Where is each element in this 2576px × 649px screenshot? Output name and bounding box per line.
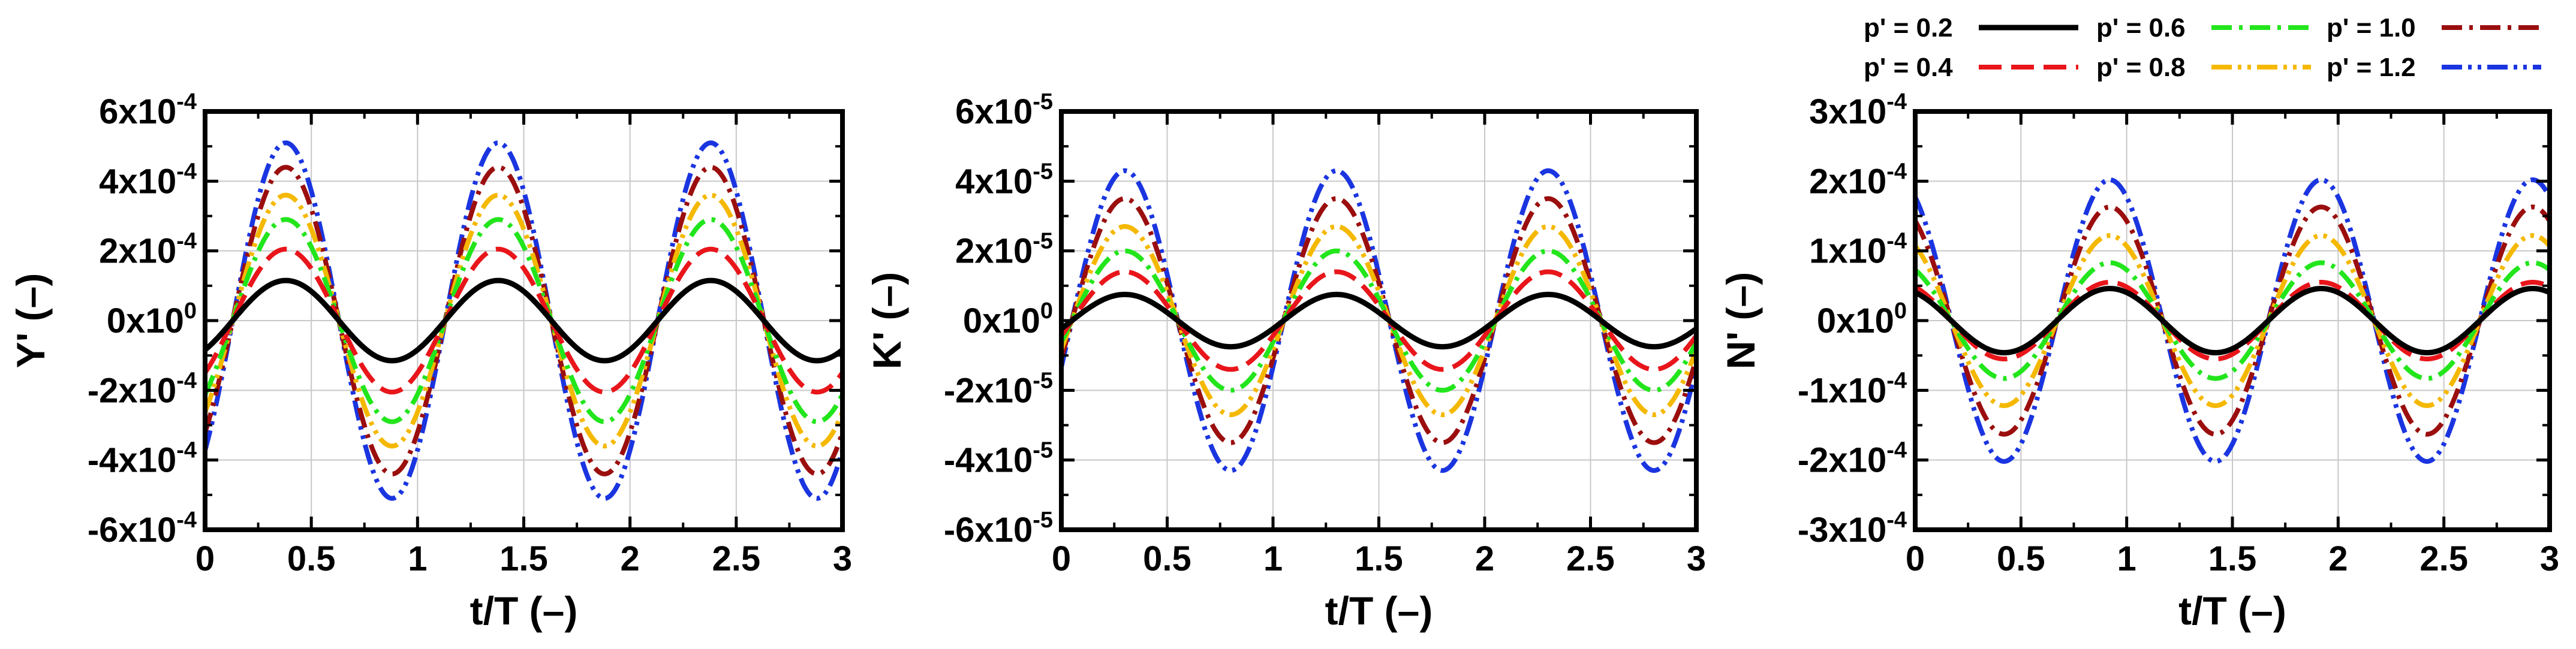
legend-label: p' = 0.4 bbox=[1864, 53, 1953, 82]
y-tick-label: -4x10-5 bbox=[944, 438, 1053, 480]
y-tick-label: 0x100 bbox=[1817, 298, 1907, 340]
legend-label: p' = 0.8 bbox=[2096, 53, 2186, 82]
y-axis-title: N' (–) bbox=[1719, 272, 1763, 369]
y-tick-label: -1x10-4 bbox=[1798, 368, 1907, 410]
x-tick-label: 1.5 bbox=[1355, 539, 1403, 578]
x-tick-label: 0.5 bbox=[287, 539, 336, 578]
y-tick-label: -2x10-4 bbox=[1798, 438, 1907, 480]
y-tick-label: 2x10-5 bbox=[955, 229, 1053, 271]
y-axis-title: K' (–) bbox=[865, 272, 909, 369]
y-tick-label: -2x10-5 bbox=[944, 368, 1053, 410]
x-tick-label: 1 bbox=[408, 539, 427, 578]
series-line-p5 bbox=[1061, 168, 1696, 473]
series-line-p2 bbox=[1915, 260, 2550, 381]
series-line-p2 bbox=[205, 217, 842, 424]
x-tick-label: 1.5 bbox=[2208, 539, 2257, 578]
y-tick-label: 1x10-4 bbox=[1809, 229, 1907, 271]
y-tick-label: 2x10-4 bbox=[99, 229, 197, 271]
y-tick-label: -6x10-5 bbox=[944, 508, 1053, 550]
series-line-p3 bbox=[1915, 233, 2550, 408]
series-line-p5 bbox=[205, 140, 842, 501]
y-tick-label: 2x10-4 bbox=[1809, 159, 1907, 201]
y-tick-label: 3x10-4 bbox=[1809, 89, 1907, 131]
series-line-p4 bbox=[1061, 196, 1696, 445]
series-line-p1 bbox=[1915, 280, 2550, 361]
y-tick-label: -3x10-4 bbox=[1798, 508, 1907, 550]
x-tick-label: 1.5 bbox=[499, 539, 548, 578]
series-line-p4 bbox=[1915, 204, 2550, 437]
x-tick-label: 0.5 bbox=[1143, 539, 1191, 578]
y-tick-label: 4x10-5 bbox=[955, 159, 1053, 201]
y-tick-label: 6x10-5 bbox=[955, 89, 1053, 131]
x-axis-title: t/T (–) bbox=[2178, 588, 2286, 633]
legend: p' = 0.2 p' = 0.4 p' = 0.6 p' = 0.8 p' = 1.0… bbox=[1864, 13, 2541, 82]
y-tick-label: 6x10-4 bbox=[99, 89, 197, 131]
series-line-p5 bbox=[1915, 177, 2550, 464]
series-line-p4 bbox=[205, 165, 842, 476]
x-axis-title: t/T (–) bbox=[470, 588, 578, 633]
series-line-p3 bbox=[205, 192, 842, 449]
x-tick-label: 0 bbox=[1052, 539, 1071, 578]
y-tick-label: -2x10-4 bbox=[88, 368, 197, 410]
series-line-p0 bbox=[1061, 291, 1696, 350]
series-line-p0 bbox=[1915, 286, 2550, 355]
x-tick-label: 2 bbox=[1475, 539, 1494, 578]
y-tick-label: 0x100 bbox=[963, 298, 1053, 340]
x-tick-label: 2.5 bbox=[2419, 539, 2468, 578]
y-axis-title: Y' (–) bbox=[8, 273, 53, 369]
x-tick-label: 2 bbox=[2328, 539, 2348, 578]
chart-panel-1: 0 0.5 1 1.5 2 2.5 3 6x10-4 4x10-4 2x10-4 0x100 -2x1… bbox=[8, 89, 852, 633]
y-tick-label: -6x10-4 bbox=[88, 508, 197, 550]
legend-label: p' = 0.2 bbox=[1864, 13, 1953, 43]
series-line-p1 bbox=[1061, 269, 1696, 372]
x-tick-label: 0 bbox=[195, 539, 215, 578]
series-line-p2 bbox=[1061, 248, 1696, 393]
x-tick-label: 2.5 bbox=[712, 539, 761, 578]
y-tick-label: 4x10-4 bbox=[99, 159, 197, 201]
x-tick-label: 2.5 bbox=[1566, 539, 1615, 578]
legend-label: p' = 0.6 bbox=[2096, 13, 2186, 43]
x-tick-label: 2 bbox=[621, 539, 640, 578]
x-tick-label: 3 bbox=[833, 539, 852, 578]
legend-label: p' = 1.2 bbox=[2327, 53, 2416, 82]
chart-panel-2: 0 0.5 1 1.5 2 2.5 3 6x10-5 4x10-5 2x10-5 0x100 -2x1… bbox=[865, 89, 1706, 633]
x-tick-label: 1 bbox=[1263, 539, 1283, 578]
legend-label: p' = 1.0 bbox=[2327, 13, 2416, 43]
x-tick-label: 0 bbox=[1906, 539, 1925, 578]
x-tick-label: 0.5 bbox=[1997, 539, 2045, 578]
x-tick-label: 3 bbox=[1687, 539, 1706, 578]
chart-panel-3: 0 0.5 1 1.5 2 2.5 3 3x10-4 2x10-4 1x10-4 0x100 -1x1… bbox=[1719, 89, 2559, 633]
y-tick-label: 0x100 bbox=[107, 298, 197, 340]
x-tick-label: 3 bbox=[2540, 539, 2559, 578]
series-line-p1 bbox=[205, 246, 842, 395]
x-tick-label: 1 bbox=[2117, 539, 2136, 578]
x-axis-title: t/T (–) bbox=[1325, 588, 1433, 633]
y-tick-label: -4x10-4 bbox=[88, 438, 197, 480]
series-line-p0 bbox=[205, 277, 842, 364]
